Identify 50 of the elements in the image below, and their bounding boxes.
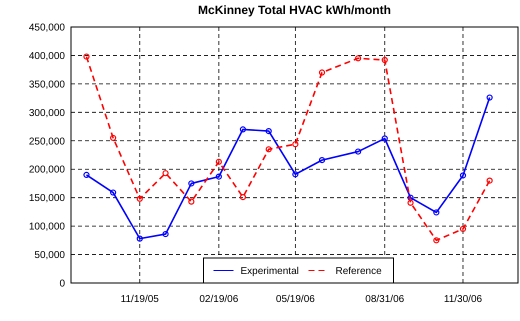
- point: [266, 146, 272, 152]
- x-tick-label: 11/30/06: [444, 294, 483, 305]
- point: [460, 172, 466, 179]
- point: [460, 226, 466, 232]
- x-tick-label: 08/31/06: [365, 294, 405, 305]
- x-tick-label: 11/19/05: [120, 294, 160, 305]
- point: [240, 194, 246, 200]
- point: [188, 180, 194, 187]
- point: [136, 236, 143, 242]
- point: [292, 171, 298, 178]
- point: [486, 178, 493, 184]
- point: [292, 141, 298, 148]
- legend-label: Reference: [336, 266, 382, 277]
- point: [188, 198, 194, 205]
- point: [407, 194, 414, 201]
- point: [407, 200, 414, 206]
- point: [318, 69, 326, 76]
- point: [110, 189, 116, 196]
- x-tick-label: 05/19/06: [276, 294, 316, 305]
- y-tick-label: 300,000: [28, 108, 66, 119]
- point: [433, 237, 440, 244]
- point: [83, 172, 90, 178]
- point: [433, 209, 440, 216]
- point: [136, 196, 143, 202]
- y-tick-label: 200,000: [28, 164, 66, 176]
- point: [382, 56, 388, 64]
- point: [240, 126, 246, 132]
- point: [355, 148, 362, 155]
- y-tick-label: 250,000: [28, 136, 66, 148]
- legend-label: Experimental: [240, 266, 299, 277]
- point: [216, 158, 222, 165]
- point: [355, 55, 362, 62]
- y-tick-label: 350,000: [28, 79, 66, 90]
- point: [266, 128, 272, 134]
- point: [162, 170, 169, 176]
- y-tick-label: 50,000: [34, 250, 66, 262]
- point: [382, 135, 388, 142]
- chart-title: McKinney Total HVAC kWh/month: [198, 3, 391, 17]
- point: [486, 94, 493, 101]
- point: [318, 157, 326, 164]
- x-tick-label: 02/19/06: [199, 294, 239, 305]
- y-tick-label: 450,000: [28, 22, 66, 34]
- y-tick-label: 0: [59, 278, 66, 290]
- point: [216, 174, 222, 180]
- y-tick-label: 150,000: [28, 193, 66, 204]
- y-tick-label: 100,000: [28, 222, 66, 233]
- point: [83, 53, 90, 60]
- point: [162, 230, 169, 238]
- y-tick-label: 400,000: [28, 50, 66, 62]
- point: [110, 134, 116, 142]
